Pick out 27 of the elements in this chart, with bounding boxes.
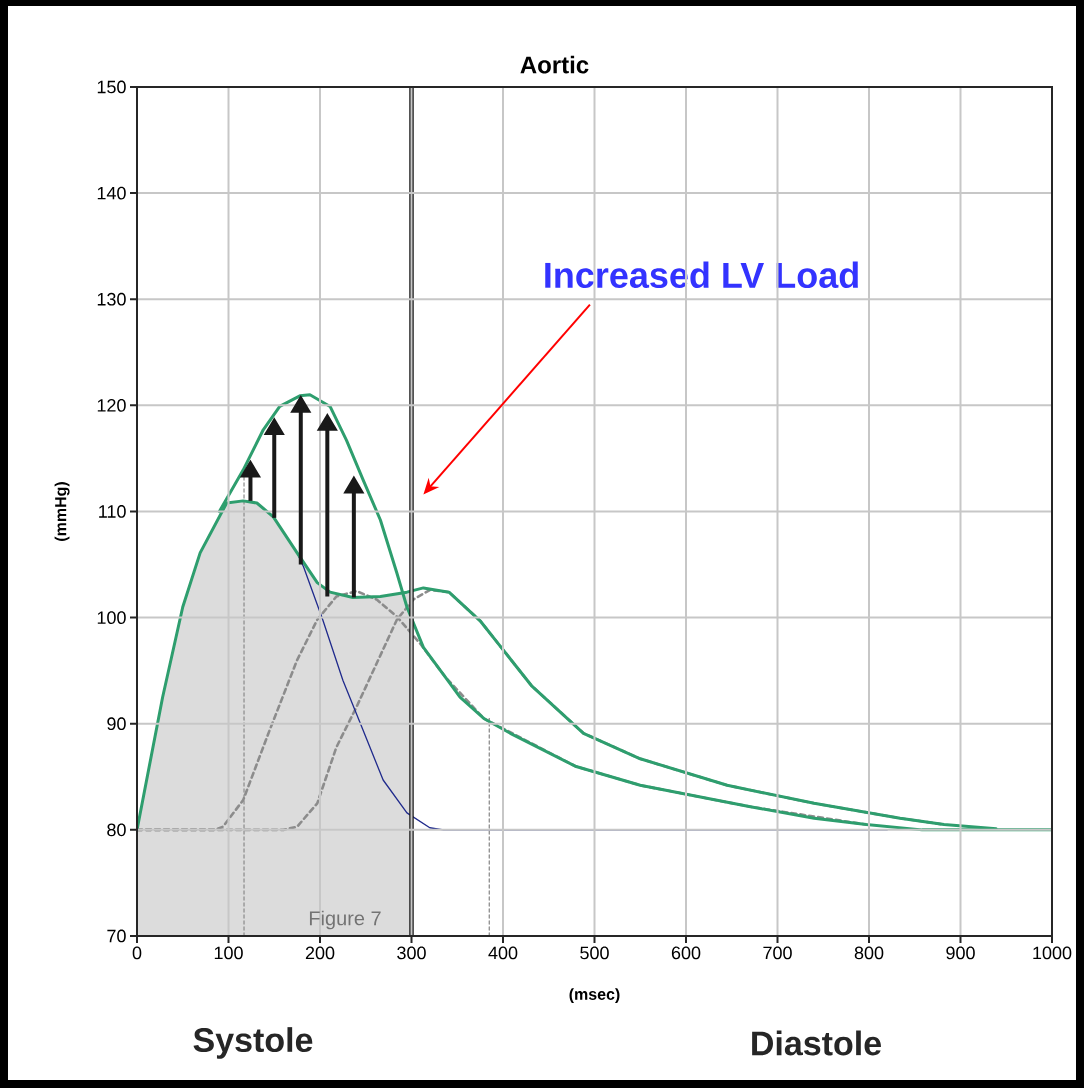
y-tick-label: 70 <box>107 929 126 943</box>
y-tick-label: 120 <box>97 398 126 412</box>
x-tick-label: 400 <box>488 946 518 960</box>
annotation: Figure 7 <box>309 910 381 930</box>
x-tick-label: 900 <box>946 946 975 960</box>
y-tick-label: 130 <box>97 292 126 306</box>
text: Diastole <box>752 1030 881 1056</box>
x-tick-label: 300 <box>397 946 426 960</box>
x-tick-label: 200 <box>305 946 335 960</box>
annotation: Increased LV Load <box>545 261 858 289</box>
x-tick-label: 500 <box>580 946 609 960</box>
x-axis-title: (msec) <box>569 988 620 1004</box>
x-tick-label: 600 <box>671 946 701 960</box>
x-tick-label: 0 <box>132 946 142 960</box>
y-tick-label: 150 <box>97 80 126 94</box>
y-tick-label: 100 <box>97 611 126 624</box>
x-tick-label: 1000 <box>1033 946 1072 960</box>
y-axis-title: (mmHg) <box>54 482 70 541</box>
y-tick-label: 110 <box>99 505 126 518</box>
y-tick-label: 140 <box>97 186 126 200</box>
x-tick-label: 700 <box>763 946 792 960</box>
text: Systole <box>193 1027 313 1059</box>
x-tick-label: 800 <box>854 946 884 960</box>
y-tick-label: 80 <box>107 823 126 837</box>
y-tick-label: 90 <box>107 717 126 731</box>
x-tick-label: 100 <box>214 946 243 960</box>
chart-title: Aortic <box>520 55 589 74</box>
